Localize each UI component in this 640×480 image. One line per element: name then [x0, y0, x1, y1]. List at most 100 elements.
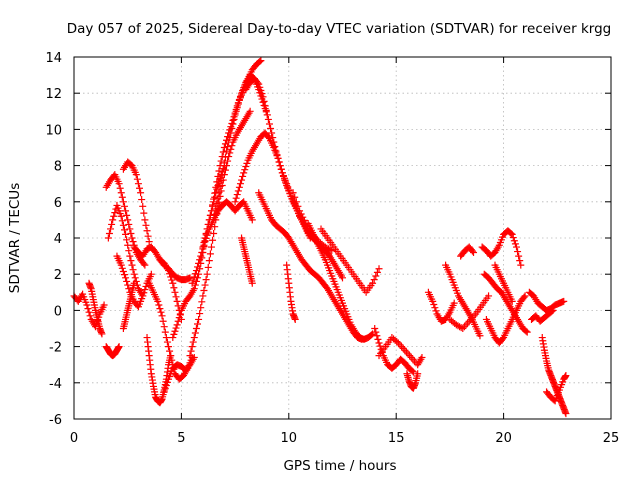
data-point	[248, 279, 256, 287]
data-point	[508, 230, 516, 238]
y-tick-labels: -6 -4 -2 0 2 4 6 8 10 12 14	[45, 51, 62, 428]
data-point	[205, 257, 213, 265]
data-point	[123, 211, 131, 219]
data-point	[210, 195, 218, 203]
data-point	[409, 355, 417, 363]
data-point	[171, 288, 179, 296]
data-point	[156, 305, 164, 313]
data-point	[190, 285, 198, 293]
data-point	[131, 274, 139, 282]
data-point	[371, 325, 379, 332]
data-point	[189, 276, 197, 284]
data-point	[228, 124, 236, 132]
data-point	[339, 274, 346, 282]
data-point	[192, 277, 200, 285]
data-point	[117, 189, 125, 197]
data-point	[372, 328, 380, 336]
data-point	[235, 183, 243, 191]
data-point	[549, 306, 557, 314]
data-point	[119, 221, 127, 229]
series-trace-h	[119, 279, 138, 332]
data-point	[457, 324, 465, 332]
data-point	[470, 248, 478, 256]
data-point	[213, 200, 221, 208]
data-point	[229, 120, 237, 128]
data-point	[128, 234, 136, 242]
data-point	[130, 270, 138, 278]
y-tick-label: 2	[54, 268, 62, 283]
series-trace-c	[102, 343, 123, 360]
data-point	[240, 169, 248, 177]
data-point	[130, 279, 138, 287]
data-point	[194, 263, 202, 271]
data-point	[122, 207, 130, 215]
data-point	[401, 346, 409, 354]
data-point	[140, 260, 148, 268]
data-point	[214, 172, 222, 180]
data-point	[187, 347, 195, 355]
data-point	[200, 239, 208, 247]
data-point	[215, 188, 223, 196]
data-point	[122, 274, 130, 282]
data-point	[217, 157, 225, 165]
data-point	[132, 171, 140, 179]
data-point	[168, 276, 176, 284]
series-trace-af	[446, 292, 493, 332]
data-point	[109, 216, 117, 224]
y-axis-label: SDTVAR / TECUs	[7, 183, 23, 293]
data-point	[476, 332, 484, 340]
data-point	[398, 343, 406, 351]
data-point	[142, 282, 150, 290]
data-point	[219, 165, 227, 173]
data-point	[192, 267, 200, 275]
data-point	[277, 165, 285, 173]
data-point	[560, 297, 568, 305]
data-point	[207, 243, 215, 251]
data-point	[166, 347, 174, 355]
series-trace-am	[528, 306, 557, 325]
data-point	[140, 209, 148, 217]
data-point	[211, 189, 219, 197]
data-point	[233, 104, 241, 112]
data-point	[399, 344, 407, 352]
data-point	[267, 124, 275, 132]
data-point	[143, 227, 151, 235]
data-point	[223, 147, 231, 155]
data-point	[289, 189, 297, 197]
data-point	[83, 301, 91, 309]
data-point	[375, 339, 383, 347]
data-point	[248, 216, 256, 224]
data-point	[212, 205, 220, 213]
data-point	[117, 212, 125, 220]
data-point	[119, 267, 127, 275]
series-trace-w	[283, 261, 299, 323]
data-point	[243, 159, 251, 167]
data-point	[203, 270, 211, 278]
data-point	[261, 102, 269, 110]
data-point	[242, 163, 250, 171]
data-point	[198, 248, 206, 256]
series-trace-a	[70, 290, 108, 331]
data-marks	[70, 57, 570, 418]
data-point	[154, 297, 162, 305]
y-tick-label: 12	[45, 87, 62, 102]
data-point	[171, 327, 179, 335]
data-point	[517, 261, 525, 269]
x-tick-label: 25	[603, 431, 620, 446]
data-point	[125, 285, 133, 293]
data-point	[192, 325, 200, 332]
x-tick-label: 20	[495, 431, 512, 446]
data-point	[170, 330, 178, 338]
series-trace-l	[160, 353, 198, 396]
data-point	[160, 388, 168, 396]
data-point	[133, 175, 141, 183]
data-point	[210, 216, 218, 224]
data-point	[161, 385, 169, 393]
data-point	[188, 279, 196, 287]
data-point	[124, 216, 132, 224]
data-point	[213, 178, 221, 186]
data-point	[257, 86, 265, 94]
series-trace-v	[238, 234, 256, 287]
data-point	[158, 312, 166, 320]
data-point	[201, 281, 209, 289]
